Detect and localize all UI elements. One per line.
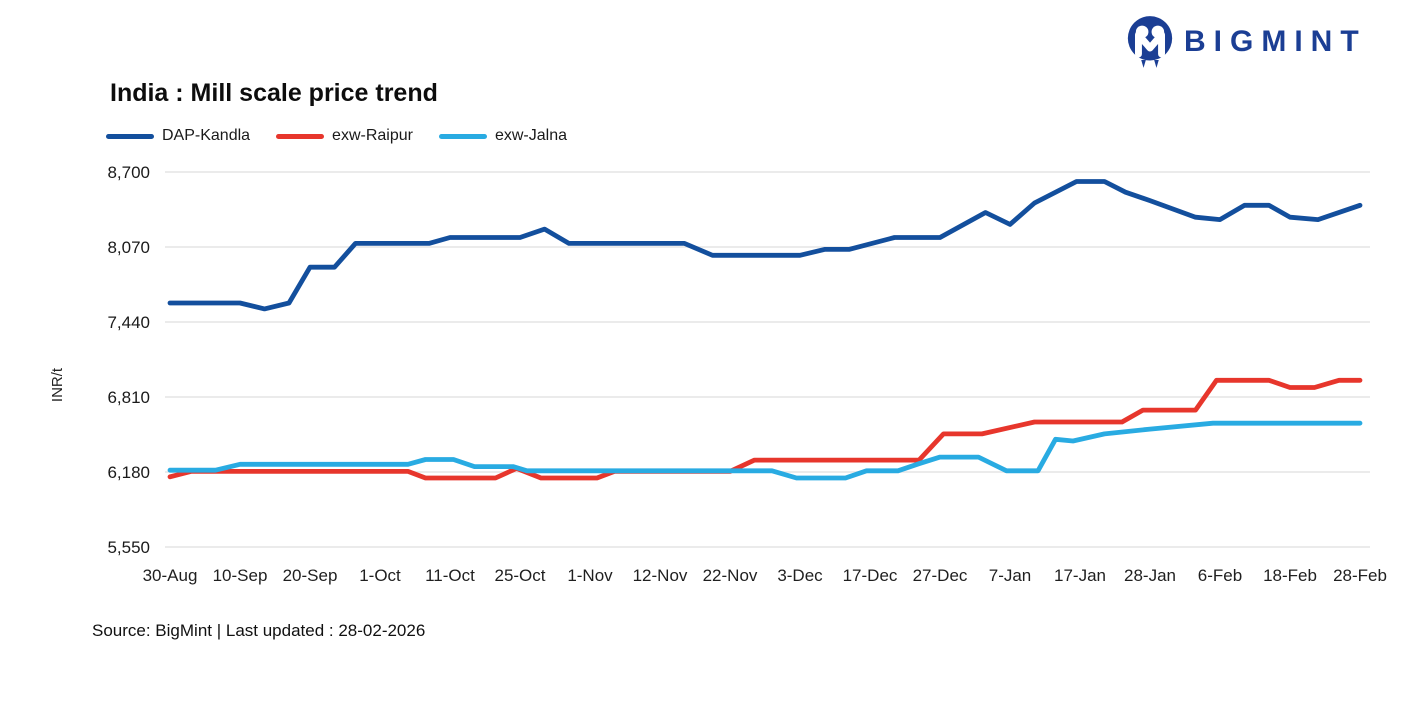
y-tick-label: 8,070 [107, 238, 150, 257]
x-tick-label: 18-Feb [1263, 566, 1317, 585]
brand-name: BIGMINT [1184, 25, 1367, 58]
x-tick-label: 1-Oct [359, 566, 401, 585]
y-tick-label: 5,550 [107, 538, 150, 557]
x-tick-label: 17-Jan [1054, 566, 1106, 585]
x-tick-label: 11-Oct [425, 566, 475, 585]
x-tick-label: 25-Oct [494, 566, 545, 585]
bigmint-logo: BIGMINT [1126, 14, 1367, 70]
legend-swatch [276, 133, 325, 139]
legend-swatch [438, 133, 487, 139]
legend: DAP-Kandla exw-Raipur exw-Jalna [106, 127, 567, 145]
legend-item-dap-kandla: DAP-Kandla [106, 127, 250, 145]
y-axis-label: INR/t [49, 367, 66, 402]
x-tick-label: 28-Jan [1124, 566, 1176, 585]
x-tick-label: 28-Feb [1333, 566, 1387, 585]
x-tick-label: 6-Feb [1198, 566, 1242, 585]
x-tick-label: 12-Nov [633, 566, 688, 585]
price-chart: 8,700 8,070 7,440 6,810 6,180 5,550 30-Aug 10-S… [49, 163, 1387, 585]
x-tick-label: 1-Nov [567, 566, 613, 585]
x-tick-label: 10-Sep [213, 566, 268, 585]
bigmint-logo-icon [1127, 16, 1173, 68]
x-tick-label: 17-Dec [843, 566, 898, 585]
x-tick-label: 30-Aug [143, 566, 198, 585]
legend-swatch [106, 133, 154, 139]
series-line-exw-jalna [167, 420, 1363, 481]
source-note: Source: BigMint | Last updated : 28-02-2… [92, 621, 426, 640]
x-tick-label: 22-Nov [703, 566, 758, 585]
x-tick-label: 3-Dec [777, 566, 823, 585]
y-tick-label: 7,440 [107, 313, 150, 332]
legend-item-exw-jalna: exw-Jalna [438, 127, 567, 145]
page-title: India : Mill scale price trend [110, 78, 438, 107]
y-tick-label: 8,700 [107, 163, 150, 182]
legend-label: exw-Jalna [494, 127, 567, 144]
series-line-exw-raipur [167, 377, 1363, 481]
x-tick-label: 20-Sep [283, 566, 338, 585]
y-tick-label: 6,180 [107, 463, 150, 482]
legend-item-exw-raipur: exw-Raipur [276, 127, 413, 145]
y-tick-label: 6,810 [107, 388, 150, 407]
legend-label: DAP-Kandla [162, 127, 251, 144]
legend-label: exw-Raipur [332, 127, 413, 144]
x-tick-label: 27-Dec [913, 566, 968, 585]
x-tick-label: 7-Jan [989, 566, 1032, 585]
series-line-dap-kandla [167, 179, 1363, 312]
